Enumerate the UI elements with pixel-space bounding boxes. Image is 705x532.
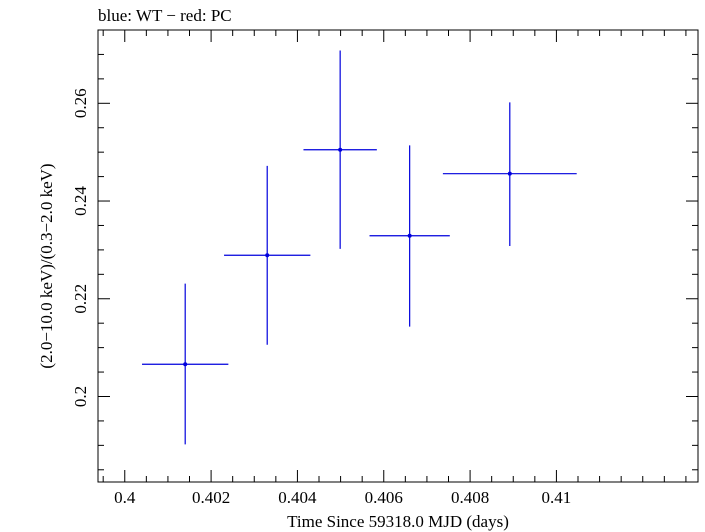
x-tick-label: 0.404: [278, 488, 317, 507]
data-point: [224, 165, 311, 345]
data-series: [142, 50, 577, 445]
point-marker: [507, 171, 512, 176]
point-marker: [183, 362, 188, 367]
x-tick-label: 0.41: [542, 488, 572, 507]
plot-frame: [97, 29, 699, 483]
y-axis-label: (2.0−10.0 keV)/(0.3−2.0 keV): [37, 163, 56, 368]
y-axis-ticks: 0.2 0.22 0.24 0.26: [71, 29, 698, 471]
x-tick-label: 0.406: [365, 488, 403, 507]
data-point: [369, 145, 450, 327]
x-tick-label: 0.408: [451, 488, 489, 507]
point-marker: [338, 147, 343, 152]
data-point: [303, 50, 377, 249]
point-marker: [265, 253, 270, 258]
y-tick-label: 0.26: [71, 88, 90, 118]
y-tick-label: 0.24: [71, 186, 90, 216]
data-point: [442, 102, 577, 246]
chart-title: blue: WT − red: PC: [98, 6, 232, 25]
point-marker: [407, 233, 412, 238]
y-tick-label: 0.2: [71, 386, 90, 407]
data-point: [142, 283, 229, 445]
x-tick-label: 0.4: [114, 488, 136, 507]
x-axis-label: Time Since 59318.0 MJD (days): [287, 512, 509, 531]
y-tick-label: 0.22: [71, 284, 90, 314]
x-axis-ticks: 0.4 0.402 0.404 0.406 0.408 0.41: [102, 30, 687, 507]
x-tick-label: 0.402: [192, 488, 230, 507]
